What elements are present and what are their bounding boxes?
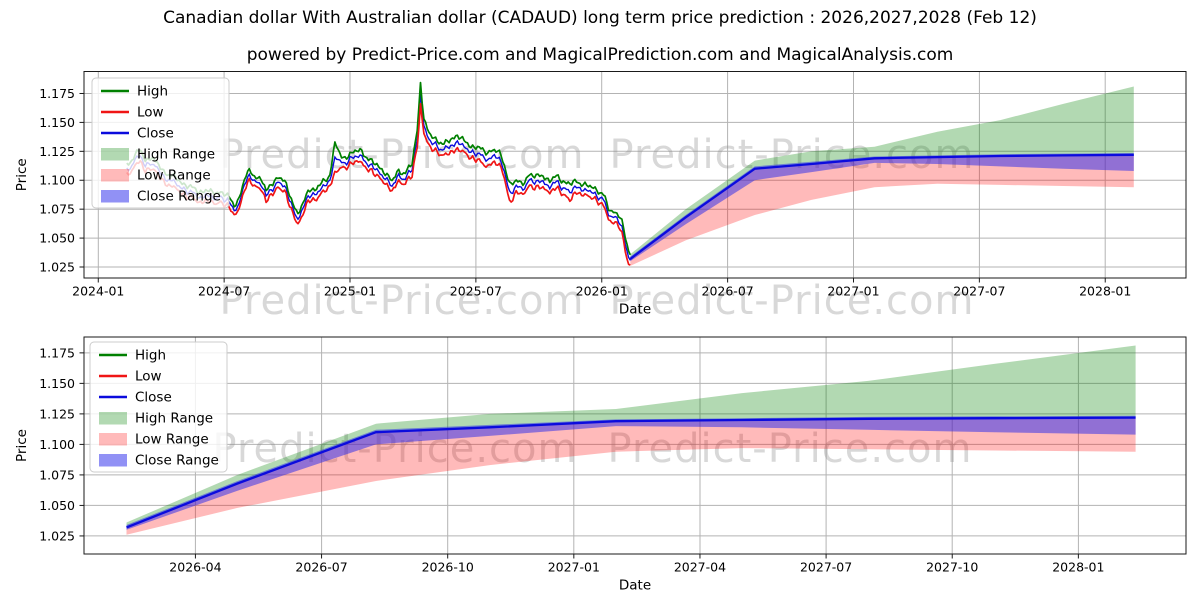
bottom-chart: Predict-Price.comPredict-Price.com1.0251… <box>14 336 1187 594</box>
x-tick-label: 2024-07 <box>198 284 250 299</box>
legend-label: Close <box>137 126 174 142</box>
x-tick-label: 2027-07 <box>953 284 1005 299</box>
legend-label: High <box>135 348 166 364</box>
legend-label: High Range <box>135 411 213 427</box>
close-range-band <box>126 415 1136 530</box>
high-range-band <box>630 86 1134 259</box>
x-tick-label: 2027-01 <box>548 560 600 575</box>
y-tick-label: 1.025 <box>39 528 75 543</box>
y-tick-label: 1.125 <box>39 406 75 421</box>
legend-swatch-lowBand <box>99 433 127 446</box>
x-tick-label: 2026-07 <box>295 560 347 575</box>
x-tick-label: 2026-04 <box>169 560 221 575</box>
watermark: Predict-Price.com <box>220 278 585 324</box>
x-tick-label: 2026-01 <box>576 284 628 299</box>
watermark: Predict-Price.com <box>608 426 973 472</box>
y-tick-label: 1.075 <box>39 202 75 217</box>
series <box>126 345 1136 535</box>
plot-border <box>83 336 1187 555</box>
y-tick-label: 1.175 <box>39 86 75 101</box>
legend-label: Low Range <box>137 168 211 184</box>
legend-label: Close Range <box>135 453 219 469</box>
y-axis-label: Price <box>14 158 30 191</box>
watermark: Predict-Price.com <box>220 132 585 178</box>
plot-border <box>83 71 1187 279</box>
high-range-band <box>126 345 1136 528</box>
y-tick-label: 1.150 <box>39 115 75 130</box>
x-tick-label: 2027-07 <box>800 560 852 575</box>
legend-label: Low Range <box>135 432 209 448</box>
x-tick-label: 2025-07 <box>450 284 502 299</box>
y-tick-label: 1.050 <box>39 498 75 513</box>
y-tick-label: 1.175 <box>39 345 75 360</box>
x-tick-label: 2024-01 <box>72 284 124 299</box>
legend-swatch-lowBand <box>101 169 129 182</box>
legend: High Low Close High Range Low Range Close Ran… <box>91 77 230 209</box>
x-tick-label: 2026-10 <box>422 560 474 575</box>
y-tick-label: 1.100 <box>39 437 75 452</box>
y-tick-label: 1.025 <box>39 260 75 275</box>
y-tick-label: 1.100 <box>39 173 75 188</box>
y-tick-label: 1.050 <box>39 231 75 246</box>
legend-swatch-closeBand <box>101 190 129 203</box>
y-tick-label: 1.075 <box>39 467 75 482</box>
grid <box>84 71 1186 278</box>
legend-swatch-closeBand <box>99 454 127 467</box>
x-tick-label: 2028-01 <box>1052 560 1104 575</box>
x-tick-label: 2027-01 <box>827 284 879 299</box>
legend-swatch-highBand <box>101 148 129 161</box>
x-tick-label: 2027-10 <box>926 560 978 575</box>
x-tick-label: 2026-07 <box>702 284 754 299</box>
page-title: Canadian dollar With Australian dollar (… <box>163 8 1037 28</box>
page-subtitle: powered by Predict-Price.com and Magical… <box>246 45 954 65</box>
y-axis-label: Price <box>14 429 30 462</box>
x-axis-label: Date <box>619 578 651 594</box>
close-forecast-line <box>126 416 1136 529</box>
legend-swatch-highBand <box>99 412 127 425</box>
close-forecast-line <box>629 153 1134 260</box>
axes: 1.025 1.050 1.075 1.100 1.125 1.150 1.175 2024-… <box>14 86 1131 318</box>
legend: High Low Close High Range Low Range Close Ran… <box>89 341 228 473</box>
axes: 1.025 1.050 1.075 1.100 1.125 1.150 1.175 2026-… <box>14 345 1104 593</box>
legend-label: High <box>137 84 168 100</box>
legend-label: Low <box>135 369 162 385</box>
close-range-band <box>630 153 1134 262</box>
x-tick-label: 2025-01 <box>324 284 376 299</box>
x-tick-label: 2028-01 <box>1079 284 1131 299</box>
y-tick-label: 1.125 <box>39 144 75 159</box>
legend-label: High Range <box>137 147 215 163</box>
top-chart: Predict-Price.com Predict-Price.com Predic… <box>14 71 1187 324</box>
low-range-band <box>630 154 1134 266</box>
y-tick-label: 1.150 <box>39 376 75 391</box>
legend-label: Close Range <box>137 189 221 205</box>
legend-label: Close <box>135 390 172 406</box>
x-tick-label: 2027-04 <box>674 560 726 575</box>
low-range-band <box>126 417 1136 535</box>
x-axis-label: Date <box>619 302 651 318</box>
legend-label: Low <box>137 105 164 121</box>
watermark: Predict-Price.com <box>610 278 975 324</box>
